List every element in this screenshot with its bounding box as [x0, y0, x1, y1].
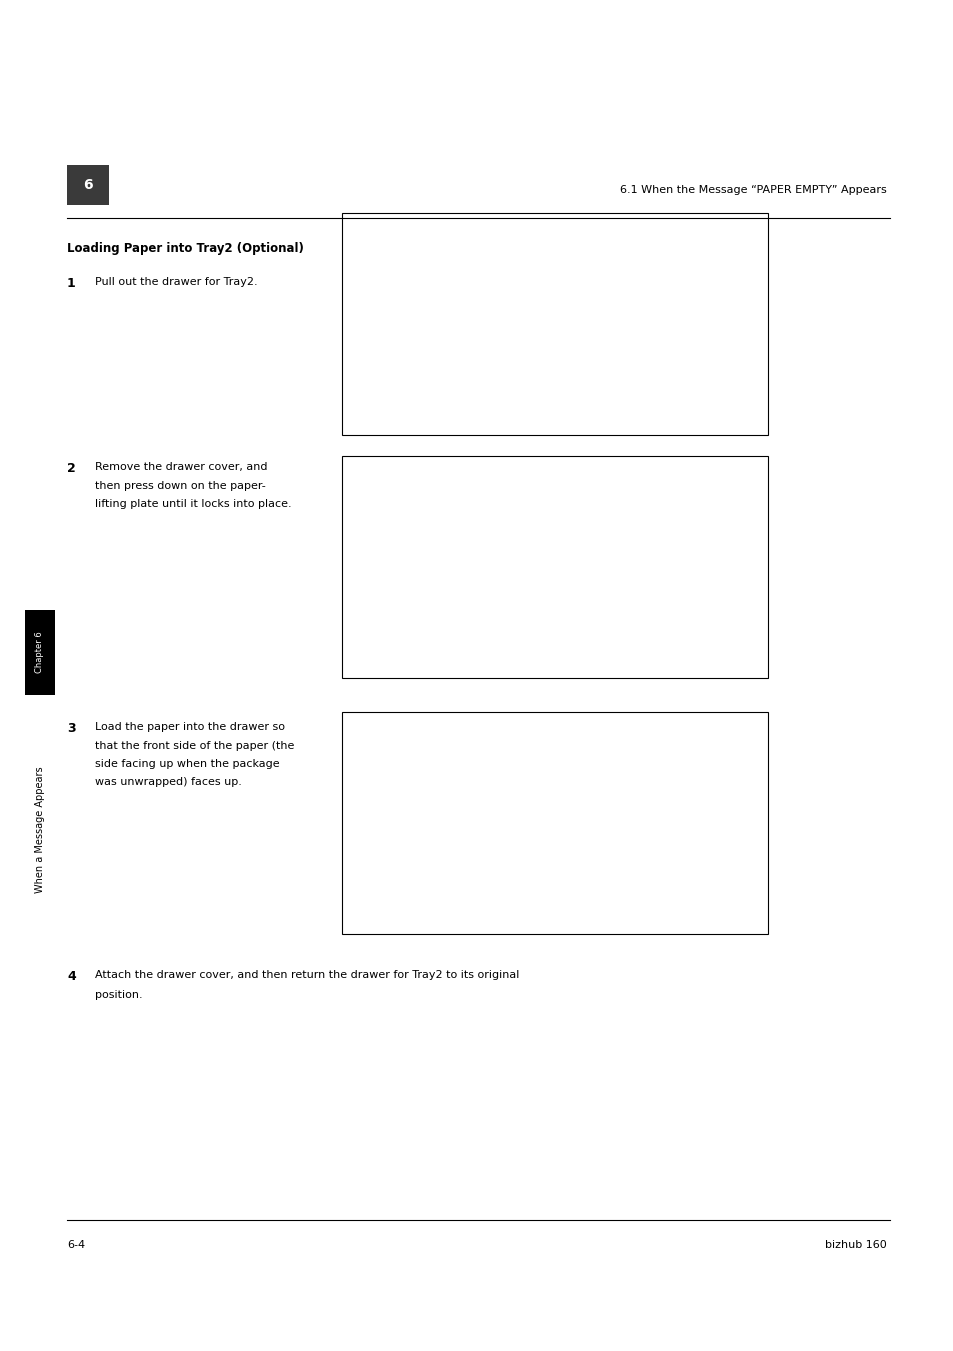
Text: Remove the drawer cover, and: Remove the drawer cover, and — [95, 462, 267, 471]
Text: was unwrapped) faces up.: was unwrapped) faces up. — [95, 777, 242, 788]
Text: 6-4: 6-4 — [67, 1240, 85, 1250]
Bar — [341, 457, 767, 678]
Text: 6.1 When the Message “PAPER EMPTY” Appears: 6.1 When the Message “PAPER EMPTY” Appea… — [619, 185, 886, 195]
Text: 6: 6 — [83, 178, 92, 192]
Text: side facing up when the package: side facing up when the package — [95, 759, 279, 769]
Text: position.: position. — [95, 990, 143, 1000]
Text: bizhub 160: bizhub 160 — [824, 1240, 886, 1250]
Text: lifting plate until it locks into place.: lifting plate until it locks into place. — [95, 499, 292, 509]
Bar — [341, 712, 767, 934]
Text: Loading Paper into Tray2 (Optional): Loading Paper into Tray2 (Optional) — [67, 242, 304, 255]
Bar — [67, 165, 109, 205]
Bar — [25, 611, 55, 694]
Text: Load the paper into the drawer so: Load the paper into the drawer so — [95, 721, 285, 732]
Text: that the front side of the paper (the: that the front side of the paper (the — [95, 740, 294, 751]
Text: When a Message Appears: When a Message Appears — [35, 766, 45, 893]
Text: 4: 4 — [67, 970, 75, 984]
Text: then press down on the paper-: then press down on the paper- — [95, 481, 266, 490]
Text: 1: 1 — [67, 277, 75, 290]
Text: 3: 3 — [67, 721, 75, 735]
Text: Attach the drawer cover, and then return the drawer for Tray2 to its original: Attach the drawer cover, and then return… — [95, 970, 518, 979]
Bar — [341, 213, 767, 435]
Text: Chapter 6: Chapter 6 — [35, 632, 45, 673]
Text: 2: 2 — [67, 462, 75, 476]
Text: Pull out the drawer for Tray2.: Pull out the drawer for Tray2. — [95, 277, 257, 286]
